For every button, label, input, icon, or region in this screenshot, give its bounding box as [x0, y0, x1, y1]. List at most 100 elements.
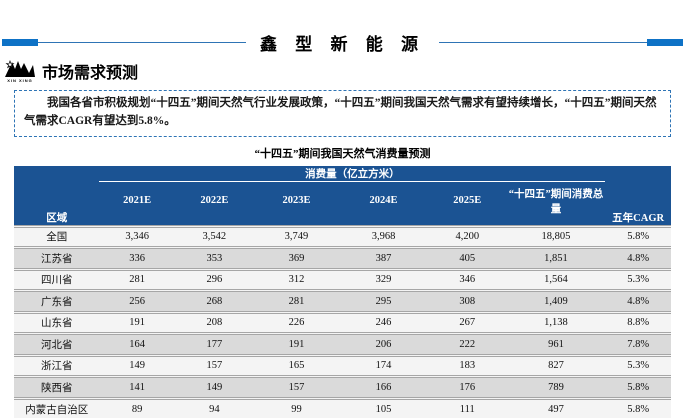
col-header-2023e: 2023E	[253, 181, 340, 227]
value-cell: 174	[339, 353, 428, 377]
value-cell: 497	[506, 396, 606, 418]
value-cell: 222	[427, 332, 507, 356]
region-cell: 陕西省	[14, 375, 100, 399]
value-cell: 166	[339, 375, 428, 399]
table-row: 浙江省 149 157 165 174 183 827 5.3%	[14, 353, 671, 377]
value-cell: 165	[253, 353, 340, 377]
value-cell: 177	[174, 332, 254, 356]
table-header: 区域 消费量（亿立方米） 五年CAGR 2021E 2022E 2023E 20…	[14, 165, 671, 227]
region-cell: 广东省	[14, 289, 100, 313]
value-cell: 191	[99, 310, 175, 334]
value-cell: 3,542	[174, 224, 254, 248]
value-cell: 268	[174, 289, 254, 313]
region-cell: 河北省	[14, 332, 100, 356]
col-header-2022e: 2022E	[174, 181, 254, 227]
value-cell: 827	[506, 353, 606, 377]
value-cell: 336	[99, 246, 175, 270]
forecast-table: 区域 消费量（亿立方米） 五年CAGR 2021E 2022E 2023E 20…	[14, 165, 671, 418]
table-row: 全国 3,346 3,542 3,749 3,968 4,200 18,805 5.8%	[14, 224, 671, 248]
value-cell: 183	[427, 353, 507, 377]
col-header-cagr: 五年CAGR	[605, 165, 671, 227]
col-header-total: “十四五”期间消费总量	[506, 181, 606, 227]
value-cell: 281	[253, 289, 340, 313]
table-body: 全国 3,346 3,542 3,749 3,968 4,200 18,805 5.8% 江苏省…	[14, 224, 671, 418]
col-header-2024e: 2024E	[339, 181, 428, 227]
company-logo-icon	[5, 60, 35, 77]
summary-text: 我国各省市积极规划“十四五”期间天然气行业发展政策，“十四五”期间我国天然气需求…	[24, 97, 657, 127]
value-cell: 94	[174, 396, 254, 418]
section-header: XIN XING 市场需求预测	[3, 59, 685, 83]
value-cell: 789	[506, 375, 606, 399]
region-cell: 全国	[14, 224, 100, 248]
value-cell: 4.8%	[605, 246, 671, 270]
value-cell: 7.8%	[605, 332, 671, 356]
value-cell: 176	[427, 375, 507, 399]
value-cell: 149	[99, 353, 175, 377]
value-cell: 3,346	[99, 224, 175, 248]
right-accent-block	[647, 39, 683, 46]
value-cell: 1,564	[506, 267, 606, 291]
value-cell: 405	[427, 246, 507, 270]
right-accent-line	[439, 42, 647, 43]
value-cell: 4.8%	[605, 289, 671, 313]
table-title: “十四五”期间我国天然气消费量预测	[254, 147, 431, 160]
region-cell: 内蒙古自治区	[14, 396, 100, 418]
value-cell: 149	[174, 375, 254, 399]
col-header-region: 区域	[14, 165, 100, 227]
value-cell: 157	[174, 353, 254, 377]
table-row: 江苏省 336 353 369 387 405 1,851 4.8%	[14, 246, 671, 270]
value-cell: 3,749	[253, 224, 340, 248]
value-cell: 296	[174, 267, 254, 291]
col-group-header: 消费量（亿立方米）	[99, 165, 606, 182]
value-cell: 226	[253, 310, 340, 334]
value-cell: 281	[99, 267, 175, 291]
page-title: 市场需求预测	[42, 65, 139, 82]
value-cell: 353	[174, 246, 254, 270]
value-cell: 191	[253, 332, 340, 356]
value-cell: 164	[99, 332, 175, 356]
company-logo-caption: XIN XING	[7, 78, 33, 83]
top-decor-bar: 鑫 型 新 能 源	[2, 30, 683, 55]
value-cell: 256	[99, 289, 175, 313]
value-cell: 346	[427, 267, 507, 291]
table-row: 内蒙古自治区 89 94 99 105 111 497 5.8%	[14, 396, 671, 418]
value-cell: 1,851	[506, 246, 606, 270]
value-cell: 295	[339, 289, 428, 313]
value-cell: 157	[253, 375, 340, 399]
summary-box: 我国各省市积极规划“十四五”期间天然气行业发展政策，“十四五”期间我国天然气需求…	[14, 90, 671, 137]
value-cell: 308	[427, 289, 507, 313]
value-cell: 141	[99, 375, 175, 399]
value-cell: 5.8%	[605, 396, 671, 418]
value-cell: 111	[427, 396, 507, 418]
left-accent-line	[38, 42, 246, 43]
value-cell: 246	[339, 310, 428, 334]
value-cell: 961	[506, 332, 606, 356]
value-cell: 312	[253, 267, 340, 291]
region-cell: 山东省	[14, 310, 100, 334]
table-row: 广东省 256 268 281 295 308 1,409 4.8%	[14, 289, 671, 313]
region-cell: 浙江省	[14, 353, 100, 377]
company-title: 鑫 型 新 能 源	[260, 35, 425, 54]
value-cell: 208	[174, 310, 254, 334]
value-cell: 1,409	[506, 289, 606, 313]
value-cell: 8.8%	[605, 310, 671, 334]
col-header-2025e: 2025E	[427, 181, 507, 227]
value-cell: 5.8%	[605, 375, 671, 399]
value-cell: 329	[339, 267, 428, 291]
value-cell: 18,805	[506, 224, 606, 248]
value-cell: 99	[253, 396, 340, 418]
col-header-2021e: 2021E	[99, 181, 175, 227]
value-cell: 369	[253, 246, 340, 270]
region-cell: 四川省	[14, 267, 100, 291]
value-cell: 5.3%	[605, 267, 671, 291]
table-row: 陕西省 141 149 157 166 176 789 5.8%	[14, 375, 671, 399]
value-cell: 105	[339, 396, 428, 418]
value-cell: 5.3%	[605, 353, 671, 377]
value-cell: 267	[427, 310, 507, 334]
table-row: 河北省 164 177 191 206 222 961 7.8%	[14, 332, 671, 356]
value-cell: 387	[339, 246, 428, 270]
value-cell: 206	[339, 332, 428, 356]
region-cell: 江苏省	[14, 246, 100, 270]
value-cell: 3,968	[339, 224, 428, 248]
table-row: 山东省 191 208 226 246 267 1,138 8.8%	[14, 310, 671, 334]
